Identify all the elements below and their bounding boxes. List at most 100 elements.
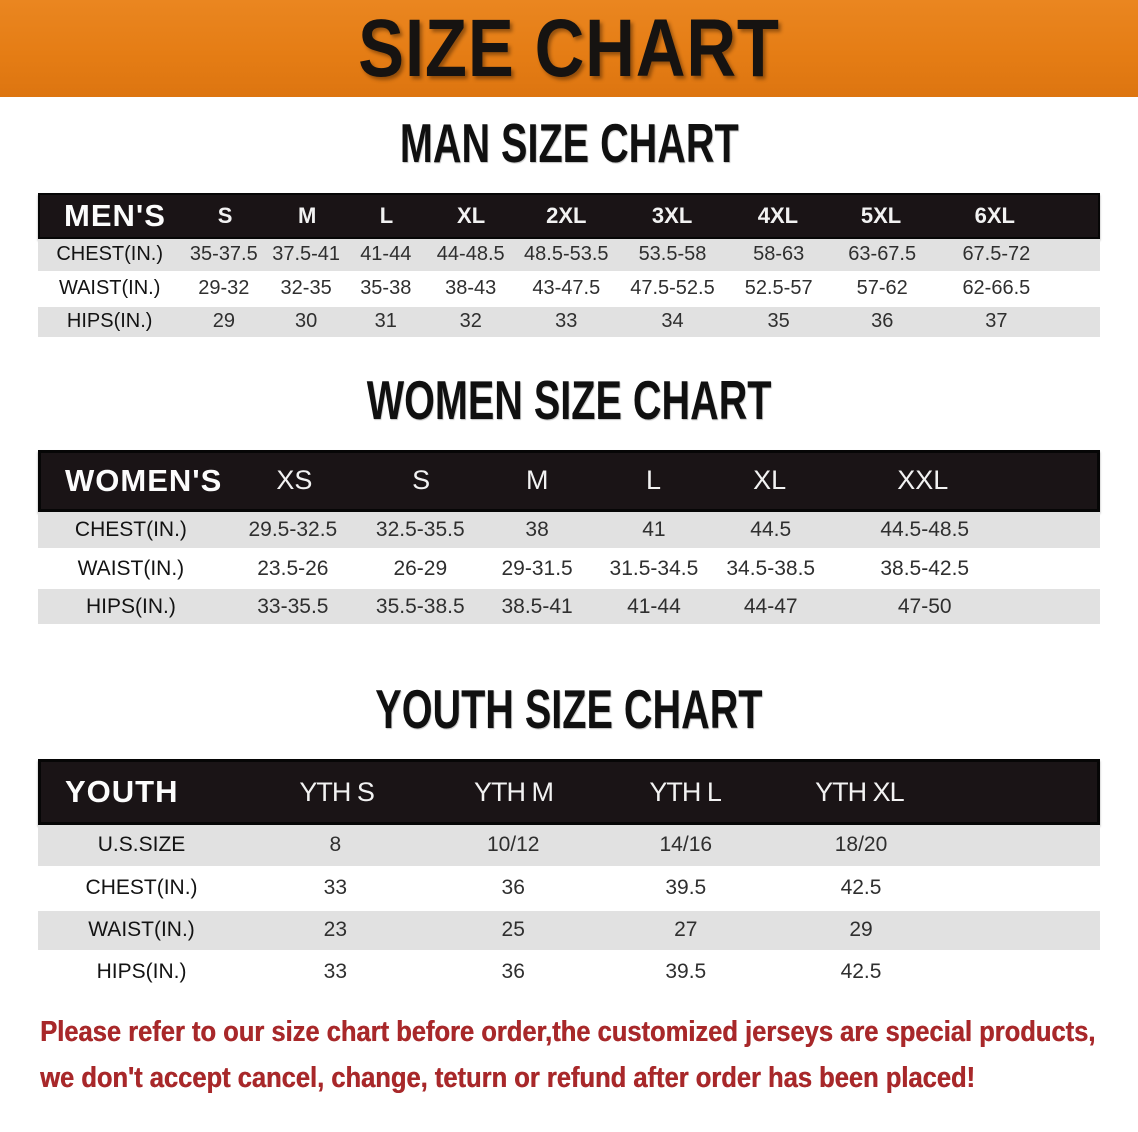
men-col-header: 6XL — [974, 203, 1015, 228]
size-cell: 29.5-32.5 — [223, 511, 362, 550]
women-table-header-bar: WOMEN'S XS S M L XL XXL — [38, 449, 1100, 512]
size-cell: 57-62 — [856, 277, 908, 299]
women-header-row: WOMEN'S XS S M L XL XXL — [41, 453, 1097, 509]
size-cell: 32-35 — [280, 277, 332, 299]
size-cell: 36 — [501, 960, 525, 983]
size-cell: 39.5 — [665, 876, 707, 899]
size-cell: 34.5-38.5 — [726, 556, 816, 580]
youth-header-table: YOUTH YTH S YTH M YTH L YTH XL — [41, 762, 1097, 822]
size-cell: 30 — [266, 305, 346, 338]
table-row: HIPS(IN.) 33 36 39.5 42.5 — [38, 951, 1100, 993]
women-body-table: CHEST(IN.) 29.5-32.5 32.5-35.5 38 41 44.… — [38, 511, 1100, 628]
pad-cell — [951, 825, 1100, 867]
pad-cell — [951, 867, 1100, 909]
size-cell: 48.5-53.5 — [515, 239, 617, 272]
size-cell: 44.5-48.5 — [829, 511, 1021, 550]
men-body-table: CHEST(IN.) 35-37.5 37.5-41 41-44 44-48.5… — [38, 239, 1100, 340]
women-section: WOMEN SIZE CHART WOMEN'S XS S M L XL XXL — [0, 370, 1138, 628]
youth-table-header-bar: YOUTH YTH S YTH M YTH L YTH XL — [38, 759, 1100, 825]
size-cell: 43-47.5 — [532, 277, 601, 299]
size-cell: 44-48.5 — [425, 239, 516, 272]
size-cell: 29-32 — [198, 277, 250, 299]
men-col-header: 2XL — [546, 203, 587, 228]
pad-cell — [951, 951, 1100, 993]
youth-body-table: U.S.SIZE 8 10/12 14/16 18/20 CHEST(IN.) … — [38, 825, 1100, 995]
men-col-header: 5XL — [860, 203, 902, 228]
size-cell: 36 — [829, 305, 936, 338]
youth-header-row: YOUTH YTH S YTH M YTH L YTH XL — [41, 762, 1097, 822]
size-cell: 23 — [245, 909, 426, 951]
size-cell: 58-63 — [728, 239, 830, 272]
size-cell: 35.5-38.5 — [361, 587, 479, 626]
youth-heading-text: YOUTH SIZE CHART — [375, 678, 763, 740]
women-corner-label: WOMEN'S — [65, 462, 223, 498]
youth-col-header: YTH L — [649, 776, 722, 807]
row-label: WAIST(IN.) — [38, 909, 246, 951]
men-header-row: MEN'S S M L XL 2XL 3XL 4XL 5XL 6XL — [40, 195, 1098, 237]
men-size-table: MEN'S S M L XL 2XL 3XL 4XL 5XL 6XL CHEST… — [38, 193, 1100, 340]
row-label: HIPS(IN.) — [96, 960, 187, 983]
youth-section: YOUTH SIZE CHART YOUTH YTH S YTH M YTH L… — [0, 679, 1138, 995]
table-row: CHEST(IN.) 35-37.5 37.5-41 41-44 44-48.5… — [38, 239, 1100, 272]
table-row: U.S.SIZE 8 10/12 14/16 18/20 — [38, 825, 1100, 867]
row-label: CHEST(IN.) — [85, 876, 198, 899]
table-row: WAIST(IN.) 23.5-26 26-29 29-31.5 31.5-34… — [38, 550, 1100, 588]
size-chart-banner: SIZE CHART — [0, 0, 1138, 97]
youth-corner-label: YOUTH — [65, 774, 179, 809]
pad-cell — [1018, 453, 1097, 509]
size-cell: 33 — [323, 960, 348, 983]
size-cell: 41-44 — [595, 587, 713, 626]
size-cell: 47.5-52.5 — [630, 277, 715, 299]
row-label: CHEST(IN.) — [38, 511, 224, 550]
disclaimer-line-2-text: we don't accept cancel, change, teturn o… — [40, 1061, 975, 1094]
disclaimer-line-2: we don't accept cancel, change, teturn o… — [40, 1055, 1138, 1101]
women-col-header: XL — [753, 465, 787, 495]
banner-title: SIZE CHART — [358, 2, 780, 94]
table-row: CHEST(IN.) 33 36 39.5 42.5 — [38, 867, 1100, 909]
size-cell: 44-47 — [712, 587, 830, 626]
pad-cell — [1020, 511, 1100, 550]
size-cell: 14/16 — [600, 825, 771, 867]
size-cell: 33 — [323, 876, 348, 899]
table-row: WAIST(IN.) 29-32 32-35 35-38 38-43 43-47… — [38, 272, 1100, 305]
men-corner-label: MEN'S — [64, 198, 166, 233]
row-label: WAIST(IN.) — [58, 277, 161, 299]
size-cell: 35 — [728, 305, 830, 338]
table-row: CHEST(IN.) 29.5-32.5 32.5-35.5 38 41 44.… — [38, 511, 1100, 550]
size-cell: 36 — [501, 876, 525, 899]
disclaimer-line-1-text: Please refer to our size chart before or… — [40, 1015, 1096, 1048]
size-cell: 41-44 — [345, 239, 426, 272]
size-cell: 29 — [181, 305, 267, 338]
men-heading-text: MAN SIZE CHART — [399, 112, 739, 174]
size-cell: 8 — [245, 825, 426, 867]
women-col-header: S — [412, 465, 431, 495]
men-header-table: MEN'S S M L XL 2XL 3XL 4XL 5XL 6XL — [40, 195, 1098, 237]
pad-cell — [1056, 195, 1098, 237]
men-col-header: 4XL — [757, 203, 799, 228]
row-label: HIPS(IN.) — [38, 587, 224, 626]
women-size-table: WOMEN'S XS S M L XL XXL CHEST(IN.) 29.5-… — [38, 449, 1100, 628]
size-cell: 38.5-41 — [478, 587, 596, 626]
size-cell: 44.5 — [712, 511, 830, 550]
row-label: U.S.SIZE — [38, 825, 246, 867]
size-cell: 62-66.5 — [962, 277, 1031, 299]
table-row: HIPS(IN.) 29 30 31 32 33 34 35 36 37 — [38, 305, 1100, 338]
men-section-heading: MAN SIZE CHART — [0, 113, 1138, 173]
row-label: WAIST(IN.) — [77, 556, 185, 580]
pad-cell — [1020, 550, 1100, 588]
size-cell: 38.5-42.5 — [880, 556, 970, 580]
row-label: CHEST(IN.) — [38, 239, 182, 272]
men-col-header: 3XL — [651, 203, 693, 228]
size-cell: 29 — [770, 909, 952, 951]
disclaimer-line-1: Please refer to our size chart before or… — [40, 1009, 1138, 1055]
women-col-header: M — [526, 465, 549, 495]
pad-cell — [951, 909, 1100, 951]
size-cell: 37.5-41 — [266, 239, 346, 272]
pad-cell — [949, 762, 1097, 822]
youth-size-table: YOUTH YTH S YTH M YTH L YTH XL U.S.SIZE … — [38, 759, 1100, 995]
size-cell: 10/12 — [425, 825, 601, 867]
pad-cell — [1020, 587, 1100, 626]
men-col-header: L — [379, 203, 394, 228]
size-cell: 47-50 — [829, 587, 1021, 626]
size-cell: 53.5-58 — [616, 239, 729, 272]
